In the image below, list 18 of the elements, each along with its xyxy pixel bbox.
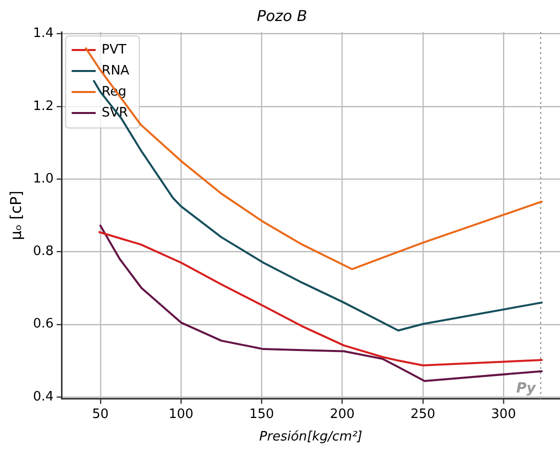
x-tick-label: 100 [168, 406, 194, 422]
legend-label: RNA [102, 63, 130, 78]
x-tick-label: 300 [491, 406, 516, 422]
x-tick-label: 50 [92, 406, 109, 422]
x-tick-label: 250 [410, 406, 436, 422]
y-tick-label: 1.0 [32, 171, 54, 186]
y-tick-label: 1.4 [32, 26, 54, 42]
y-tick-label: 0.4 [32, 389, 54, 404]
y-axis-title: μₒ [cP] [6, 190, 25, 240]
chart-title: Pozo B [256, 6, 308, 25]
x-tick-label: 150 [249, 406, 274, 422]
ref-line-label: Py [516, 380, 537, 396]
y-tick-label: 0.6 [32, 316, 54, 332]
x-axis-title: Presión[kg/cm²] [259, 430, 362, 445]
x-tick-label: 200 [330, 406, 355, 422]
y-tick-label: 0.8 [32, 244, 54, 260]
y-tick-label: 1.2 [32, 98, 54, 114]
legend-label: PVT [102, 42, 126, 58]
